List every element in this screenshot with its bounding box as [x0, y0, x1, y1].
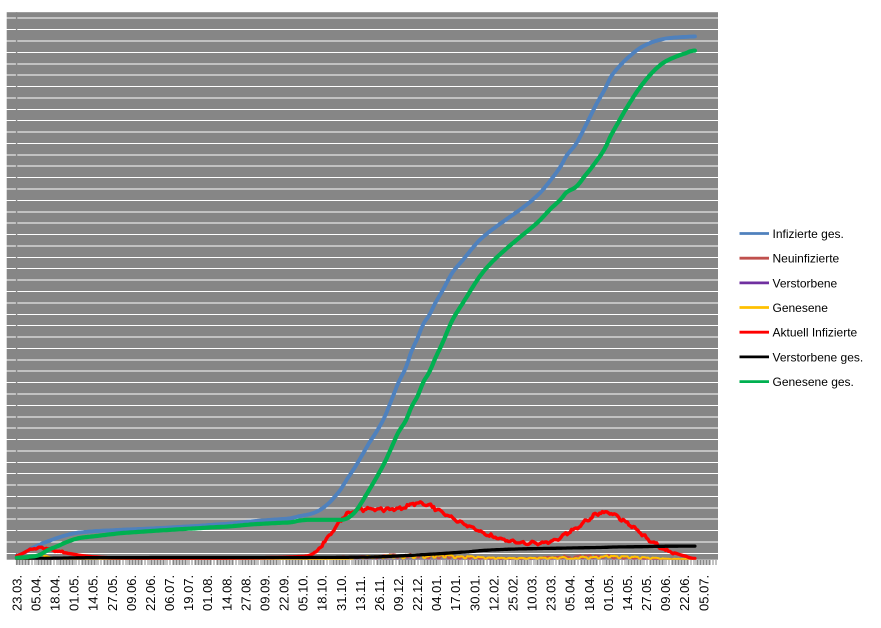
svg-text:Infizierte ges.: Infizierte ges.: [773, 227, 844, 241]
svg-text:22.06.: 22.06.: [677, 575, 692, 611]
svg-text:30.01.: 30.01.: [467, 575, 482, 611]
svg-text:18.10.: 18.10.: [315, 575, 330, 611]
svg-text:10.03.: 10.03.: [525, 575, 540, 611]
svg-text:01.05.: 01.05.: [601, 575, 616, 611]
svg-text:Verstorbene: Verstorbene: [773, 276, 838, 290]
svg-text:12.02.: 12.02.: [486, 575, 501, 611]
svg-text:05.04.: 05.04.: [29, 575, 44, 611]
svg-text:09.06.: 09.06.: [658, 575, 673, 611]
svg-text:14.05.: 14.05.: [86, 575, 101, 611]
svg-text:22.12.: 22.12.: [410, 575, 425, 611]
svg-text:14.05.: 14.05.: [620, 575, 635, 611]
svg-text:18.04.: 18.04.: [582, 575, 597, 611]
svg-text:25.02.: 25.02.: [506, 575, 521, 611]
svg-text:13.11.: 13.11.: [353, 576, 368, 611]
svg-text:14.08.: 14.08.: [219, 575, 234, 611]
svg-text:26.11.: 26.11.: [372, 576, 387, 611]
svg-text:05.07.: 05.07.: [696, 575, 711, 611]
svg-text:09.09.: 09.09.: [257, 575, 272, 611]
svg-text:09.12.: 09.12.: [391, 575, 406, 611]
svg-text:04.01.: 04.01.: [429, 575, 444, 611]
svg-text:19.07.: 19.07.: [181, 575, 196, 611]
svg-text:23.03.: 23.03.: [9, 575, 24, 611]
svg-text:22.06.: 22.06.: [143, 575, 158, 611]
svg-text:27.08.: 27.08.: [238, 575, 253, 611]
svg-text:05.04.: 05.04.: [563, 575, 578, 611]
svg-text:22.09.: 22.09.: [277, 575, 292, 611]
svg-text:27.05.: 27.05.: [639, 575, 654, 611]
svg-text:Aktuell Infizierte: Aktuell Infizierte: [773, 326, 858, 340]
svg-text:Genesene ges.: Genesene ges.: [773, 375, 854, 389]
svg-text:23.03.: 23.03.: [544, 575, 559, 611]
svg-text:18.04.: 18.04.: [48, 575, 63, 611]
svg-text:Verstorbene ges.: Verstorbene ges.: [773, 350, 864, 364]
svg-text:05.10.: 05.10.: [296, 575, 311, 611]
svg-text:Neuinfizierte: Neuinfizierte: [773, 252, 840, 266]
svg-text:17.01.: 17.01.: [448, 575, 463, 611]
svg-text:01.05.: 01.05.: [67, 575, 82, 611]
svg-text:01.08.: 01.08.: [200, 575, 215, 611]
svg-text:09.06.: 09.06.: [124, 575, 139, 611]
svg-text:31.10.: 31.10.: [334, 575, 349, 611]
svg-text:06.07.: 06.07.: [162, 575, 177, 611]
svg-text:27.05.: 27.05.: [105, 575, 120, 611]
svg-text:Genesene: Genesene: [773, 301, 829, 315]
